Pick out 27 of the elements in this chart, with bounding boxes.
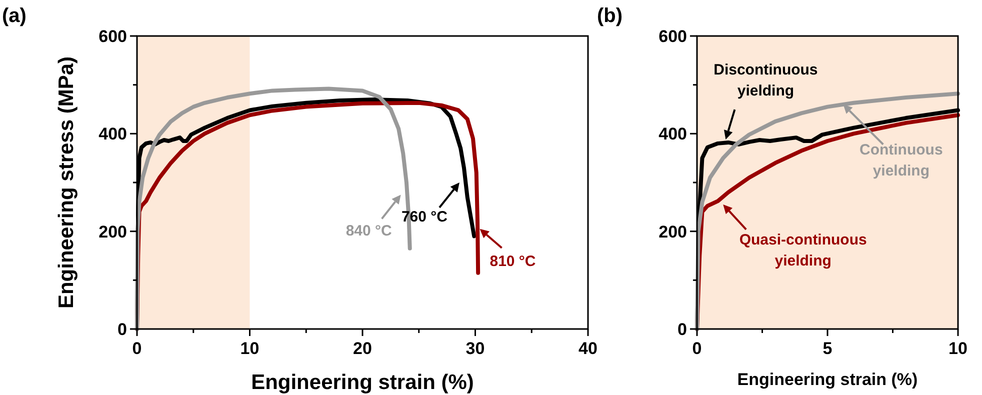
- y-tick-label: 400: [98, 124, 127, 144]
- y-tick-label: 200: [658, 222, 687, 242]
- y-tick-label: 600: [658, 27, 687, 46]
- x-tick-label: 20: [353, 339, 372, 358]
- annotation: Continuous yielding: [859, 141, 943, 180]
- x-axis-title: Engineering strain (%): [737, 370, 918, 389]
- y-axis-title: Engineering stress (MPa): [55, 56, 78, 309]
- chart-title: (a): [2, 5, 26, 27]
- annotation: Discontinuous yielding: [714, 62, 818, 100]
- y-tick-label: 400: [658, 124, 687, 144]
- x-tick-label: 40: [578, 339, 598, 358]
- annotation: 760 °C: [401, 208, 448, 226]
- x-tick-label: 10: [240, 339, 260, 358]
- x-tick-label: 0: [132, 339, 142, 358]
- y-tick-label: 200: [98, 222, 127, 242]
- x-tick-label: 30: [466, 339, 485, 358]
- y-tick-label: 0: [118, 320, 127, 339]
- x-tick-label: 5: [822, 339, 832, 358]
- x-tick-label: 10: [948, 339, 968, 358]
- x-axis-title: Engineering strain (%): [251, 371, 474, 394]
- annotation: 810 °C: [490, 252, 536, 270]
- x-tick-label: 0: [692, 339, 702, 358]
- annotation: Quasi-continuous yielding: [739, 231, 867, 270]
- chart-title: (b): [597, 5, 623, 27]
- y-tick-label: 600: [98, 27, 127, 46]
- annotation: 840 °C: [346, 222, 392, 240]
- y-tick-label: 0: [678, 320, 687, 339]
